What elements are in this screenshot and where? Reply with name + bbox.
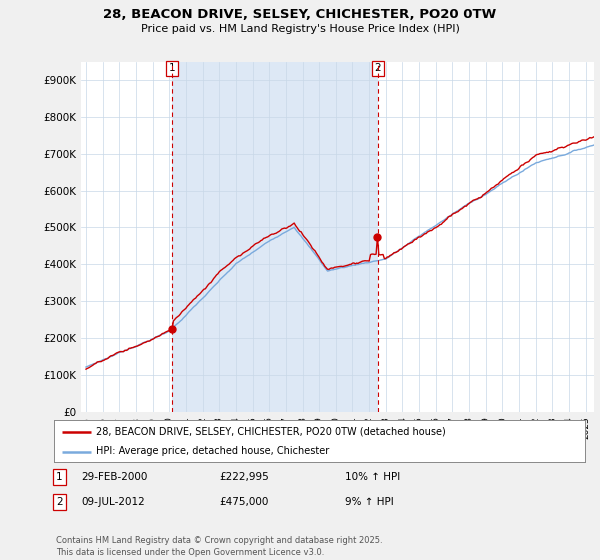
Bar xyxy=(172,62,378,412)
Text: 28, BEACON DRIVE, SELSEY, CHICHESTER, PO20 0TW: 28, BEACON DRIVE, SELSEY, CHICHESTER, PO… xyxy=(103,8,497,21)
Text: 10% ↑ HPI: 10% ↑ HPI xyxy=(345,472,400,482)
Text: Price paid vs. HM Land Registry's House Price Index (HPI): Price paid vs. HM Land Registry's House … xyxy=(140,24,460,34)
Text: £222,995: £222,995 xyxy=(219,472,269,482)
Text: 09-JUL-2012: 09-JUL-2012 xyxy=(81,497,145,507)
Text: £475,000: £475,000 xyxy=(219,497,268,507)
Text: 1: 1 xyxy=(169,63,175,73)
Text: 2: 2 xyxy=(374,63,381,73)
Text: 28, BEACON DRIVE, SELSEY, CHICHESTER, PO20 0TW (detached house): 28, BEACON DRIVE, SELSEY, CHICHESTER, PO… xyxy=(97,427,446,437)
Text: 1: 1 xyxy=(56,472,62,482)
Text: Contains HM Land Registry data © Crown copyright and database right 2025.
This d: Contains HM Land Registry data © Crown c… xyxy=(56,536,382,557)
Text: 9% ↑ HPI: 9% ↑ HPI xyxy=(345,497,394,507)
Text: HPI: Average price, detached house, Chichester: HPI: Average price, detached house, Chic… xyxy=(97,446,330,456)
Text: 2: 2 xyxy=(56,497,62,507)
Text: 29-FEB-2000: 29-FEB-2000 xyxy=(81,472,148,482)
